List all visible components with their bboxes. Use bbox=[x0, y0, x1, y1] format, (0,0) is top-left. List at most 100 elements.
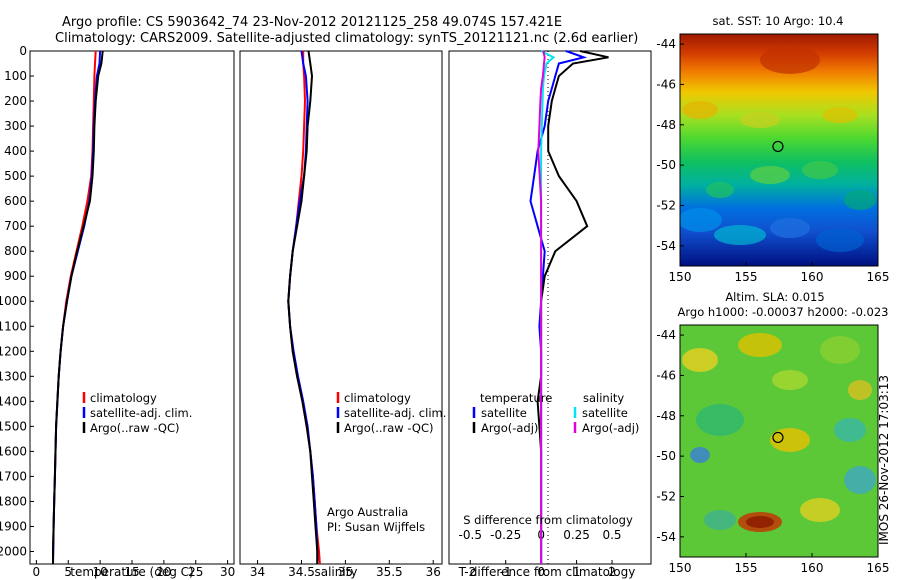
sst-map-frame bbox=[679, 33, 879, 267]
depth-tick-label: 1000 bbox=[0, 294, 27, 308]
temperature-xlabel: temperature (deg C) bbox=[70, 565, 193, 579]
depth-tick-label: 200 bbox=[4, 94, 27, 108]
map-x-tick-label: 150 bbox=[669, 270, 692, 284]
imos-timestamp: IMOS 26-Nov-2012 17:03:13 bbox=[877, 374, 891, 545]
legend-climatology: climatology bbox=[344, 391, 411, 405]
map-y-tick-label: -48 bbox=[656, 118, 676, 132]
temperature-axes bbox=[29, 50, 235, 565]
depth-tick-label: 600 bbox=[4, 194, 27, 208]
depth-tick-label: 700 bbox=[4, 219, 27, 233]
map-x-tick-label: 155 bbox=[735, 561, 758, 575]
salinity-xlabel: salinity bbox=[314, 565, 357, 579]
t-difference-xlabel: T difference from climatology bbox=[458, 565, 636, 579]
s-tick-label: 0.5 bbox=[602, 528, 621, 542]
x-tick-label: 10 bbox=[92, 565, 107, 579]
difference-axes bbox=[448, 50, 652, 565]
depth-tick-label: 1500 bbox=[0, 419, 27, 433]
depth-tick-label: 1700 bbox=[0, 469, 27, 483]
difference-lines bbox=[529, 50, 609, 564]
map-y-tick-label: -52 bbox=[656, 198, 676, 212]
sla-map-title-line1: Altim. SLA: 0.015 bbox=[725, 290, 824, 304]
depth-ticks: 0 100 200 300 400 500 600 700 800 900 1000 1100 1200… bbox=[0, 44, 34, 558]
sla-argo-location-marker bbox=[772, 431, 784, 444]
x-tick-label: 5 bbox=[64, 565, 72, 579]
series-argo bbox=[287, 50, 319, 564]
depth-tick-label: 1400 bbox=[0, 394, 27, 408]
map-y-tick-label: -46 bbox=[656, 77, 676, 91]
series-climatology bbox=[52, 50, 97, 564]
sst-argo-location-marker bbox=[772, 140, 784, 153]
legend-s-argo: Argo(-adj) bbox=[582, 421, 639, 435]
map-y-tick-label: -54 bbox=[656, 239, 676, 253]
legend-argo: Argo(..raw -QC) bbox=[90, 421, 180, 435]
depth-tick-label: 800 bbox=[4, 244, 27, 258]
legend-s-satellite: satellite bbox=[582, 406, 628, 420]
map-y-tick-label: -44 bbox=[656, 37, 676, 51]
sst-heatmap bbox=[680, 34, 878, 266]
depth-tick-label: 1600 bbox=[0, 444, 27, 458]
salinity-axes bbox=[239, 50, 443, 565]
legend-satellite: satellite-adj. clim. bbox=[344, 406, 446, 420]
x-tick-label: 1 bbox=[573, 565, 581, 579]
map-x-tick-label: 155 bbox=[735, 270, 758, 284]
sla-map-ticks: 150 155 160 165 -44 -46 -48 -50 -52 -54 bbox=[656, 328, 889, 575]
salinity-xticks: 34 34.5 35 35.5 36 bbox=[250, 560, 441, 579]
map-y-tick-label: -46 bbox=[656, 368, 676, 382]
legend-argo: Argo(..raw -QC) bbox=[344, 421, 434, 435]
map-x-tick-label: 160 bbox=[801, 270, 824, 284]
map-x-tick-label: 165 bbox=[867, 561, 890, 575]
difference-xticks: -2 -1 0 1 2-0.5 -0.25 0 0.25 0.5 bbox=[459, 528, 622, 579]
s-tick-label: 0.25 bbox=[563, 528, 590, 542]
sla-heatmap bbox=[680, 325, 878, 557]
series-climatology bbox=[287, 51, 321, 565]
depth-tick-label: 100 bbox=[4, 69, 27, 83]
x-tick-label: 15 bbox=[124, 565, 139, 579]
argo-australia-label: Argo Australia bbox=[327, 505, 408, 519]
x-tick-label: 25 bbox=[188, 565, 203, 579]
x-tick-label: 20 bbox=[156, 565, 171, 579]
depth-tick-label: 400 bbox=[4, 144, 27, 158]
x-tick-label: 0 bbox=[537, 565, 545, 579]
x-tick-label: 36 bbox=[426, 565, 441, 579]
depth-tick-label: 900 bbox=[4, 269, 27, 283]
s-difference-label: S difference from climatology bbox=[463, 513, 633, 527]
x-tick-label: -2 bbox=[464, 565, 476, 579]
salinity-legend: climatology satellite-adj. clim. Argo(..… bbox=[336, 391, 446, 435]
depth-tick-label: 0 bbox=[19, 44, 27, 58]
x-tick-label: 2 bbox=[608, 565, 616, 579]
temperature-legend: climatology satellite-adj. clim. Argo(..… bbox=[82, 391, 192, 435]
legend-satellite: satellite-adj. clim. bbox=[90, 406, 192, 420]
sla-map-title-line2: Argo h1000: -0.00037 h2000: -0.023 bbox=[678, 305, 889, 319]
map-x-tick-label: 165 bbox=[867, 270, 890, 284]
x-tick-label: 0 bbox=[33, 565, 41, 579]
temperature-lines bbox=[52, 50, 104, 565]
depth-tick-label: 1900 bbox=[0, 519, 27, 533]
legend-t-satellite: satellite bbox=[481, 406, 527, 420]
series-argo bbox=[52, 50, 104, 564]
s-tick-label: -0.25 bbox=[490, 528, 521, 542]
difference-legend: temperature salinity satellite Argo(-adj… bbox=[472, 391, 639, 435]
depth-tick-label: 1100 bbox=[0, 319, 27, 333]
x-tick-label: 34 bbox=[250, 565, 265, 579]
temperature-xticks: 0 5 10 15 20 25 30 bbox=[33, 560, 235, 579]
map-y-tick-label: -50 bbox=[656, 158, 676, 172]
series-salinity-argo-adj- bbox=[537, 50, 546, 564]
map-y-tick-label: -52 bbox=[656, 489, 676, 503]
map-y-tick-label: -54 bbox=[656, 530, 676, 544]
depth-tick-label: 1300 bbox=[0, 369, 27, 383]
s-tick-label: -0.5 bbox=[459, 528, 482, 542]
sst-map-ticks: 150 155 160 165 -44 -46 -48 -50 -52 -54 bbox=[656, 37, 889, 284]
series-satellite bbox=[52, 50, 102, 565]
figure-title-line1: Argo profile: CS 5903642_74 23-Nov-2012 … bbox=[62, 15, 562, 30]
x-tick-label: 35.5 bbox=[376, 565, 403, 579]
pi-label: PI: Susan Wijffels bbox=[327, 520, 425, 534]
map-y-tick-label: -48 bbox=[656, 409, 676, 423]
salinity-lines bbox=[287, 50, 321, 565]
depth-tick-label: 1800 bbox=[0, 494, 27, 508]
depth-tick-label: 300 bbox=[4, 119, 27, 133]
depth-tick-label: 1200 bbox=[0, 344, 27, 358]
x-tick-label: 30 bbox=[220, 565, 235, 579]
map-y-tick-label: -50 bbox=[656, 449, 676, 463]
depth-tick-label: 2000 bbox=[0, 544, 27, 558]
